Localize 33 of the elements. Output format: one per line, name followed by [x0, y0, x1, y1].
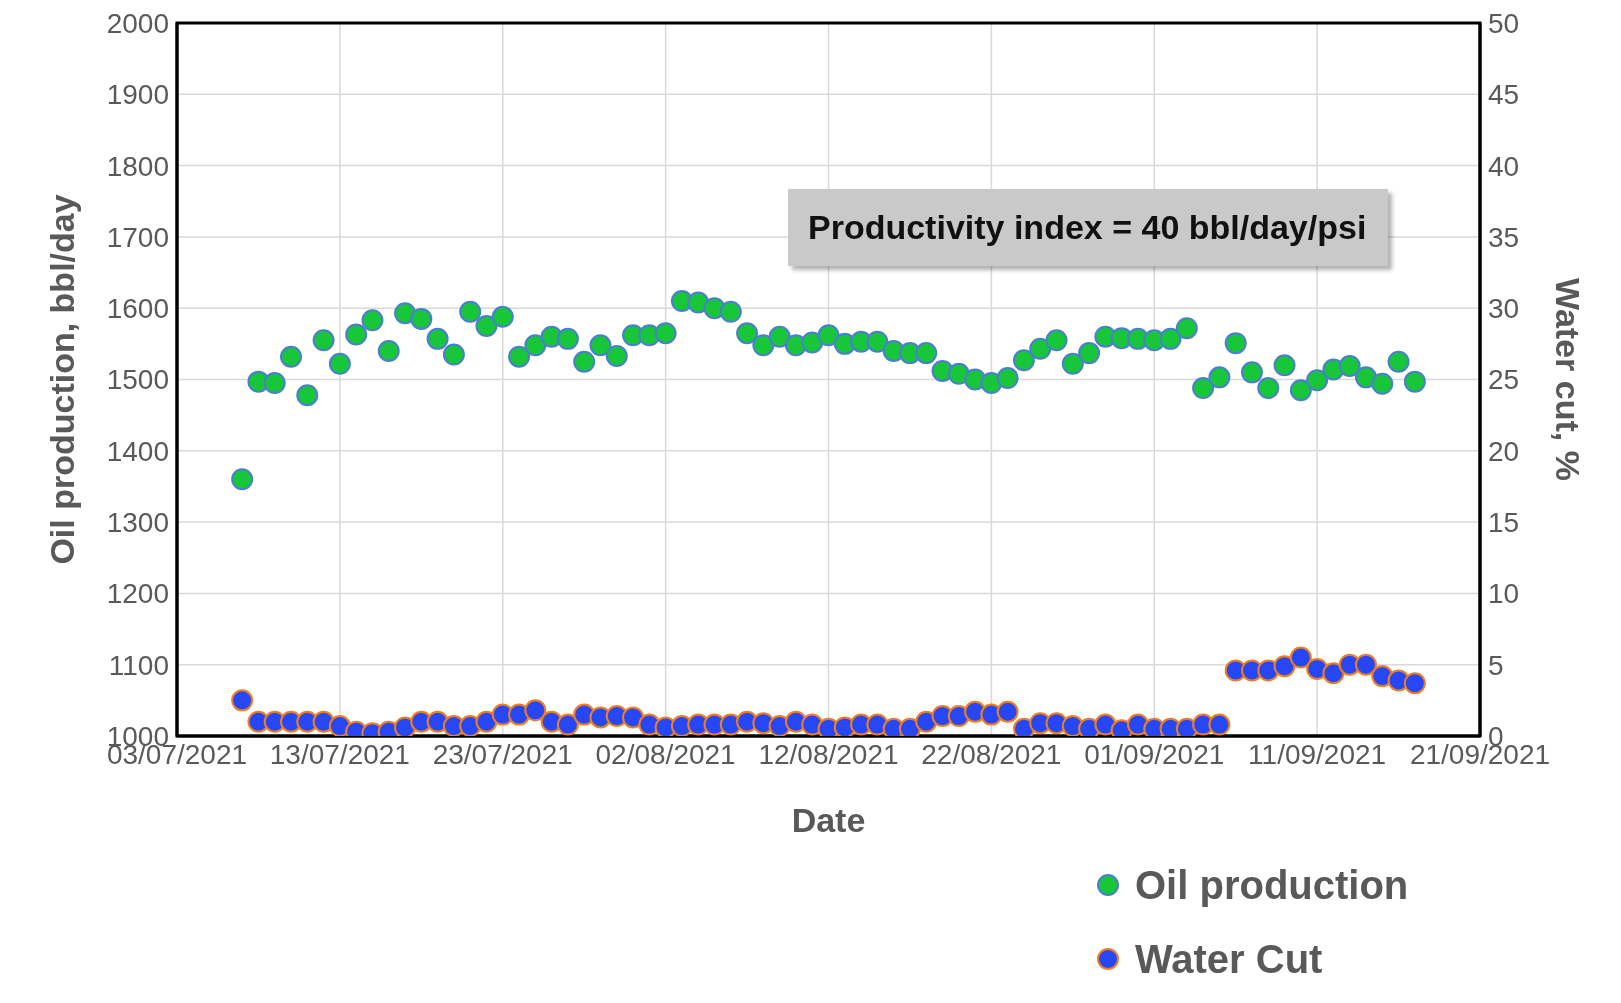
x-tick-label: 01/09/2021 [1084, 738, 1225, 770]
y2-tick-label: 45 [1488, 79, 1520, 111]
y2-tick-label: 25 [1488, 364, 1520, 396]
y2-tick-label: 35 [1488, 221, 1520, 253]
x-tick-label: 23/07/2021 [432, 738, 573, 770]
y-tick-label: 1500 [106, 364, 169, 396]
y2-tick-label: 30 [1488, 293, 1520, 325]
y2-axis-title: Water cut, % [1548, 278, 1587, 481]
y-tick-label: 1700 [106, 221, 169, 253]
y-tick-label: 1200 [106, 578, 169, 610]
x-tick-label: 02/08/2021 [595, 738, 736, 770]
x-tick-label: 22/08/2021 [921, 738, 1062, 770]
y2-tick-label: 15 [1488, 507, 1520, 539]
y2-tick-label: 50 [1488, 7, 1520, 39]
y-tick-label: 1600 [106, 293, 169, 325]
y-tick-label: 1800 [106, 150, 169, 182]
legend-label: Water Cut [1135, 936, 1323, 982]
x-tick-label: 13/07/2021 [269, 738, 410, 770]
y-axis-title: Oil production, bbl/day [43, 194, 82, 565]
y2-tick-label: 10 [1488, 578, 1520, 610]
annotation: Productivity index = 40 bbl/day/psi [788, 189, 1388, 267]
y2-tick-label: 20 [1488, 435, 1520, 467]
y2-tick-label: 40 [1488, 150, 1520, 182]
legend-label: Oil production [1135, 862, 1409, 908]
x-axis-title: Date [791, 801, 866, 839]
x-tick-label: 12/08/2021 [758, 738, 899, 770]
y2-tick-label: 5 [1488, 649, 1504, 681]
y-tick-label: 1300 [106, 507, 169, 539]
y-tick-label: 1900 [106, 79, 169, 111]
x-tick-label: 11/09/2021 [1248, 738, 1387, 770]
y-tick-label: 1400 [106, 435, 169, 467]
y-tick-label: 2000 [106, 7, 169, 39]
y-tick-label: 1100 [108, 649, 169, 681]
